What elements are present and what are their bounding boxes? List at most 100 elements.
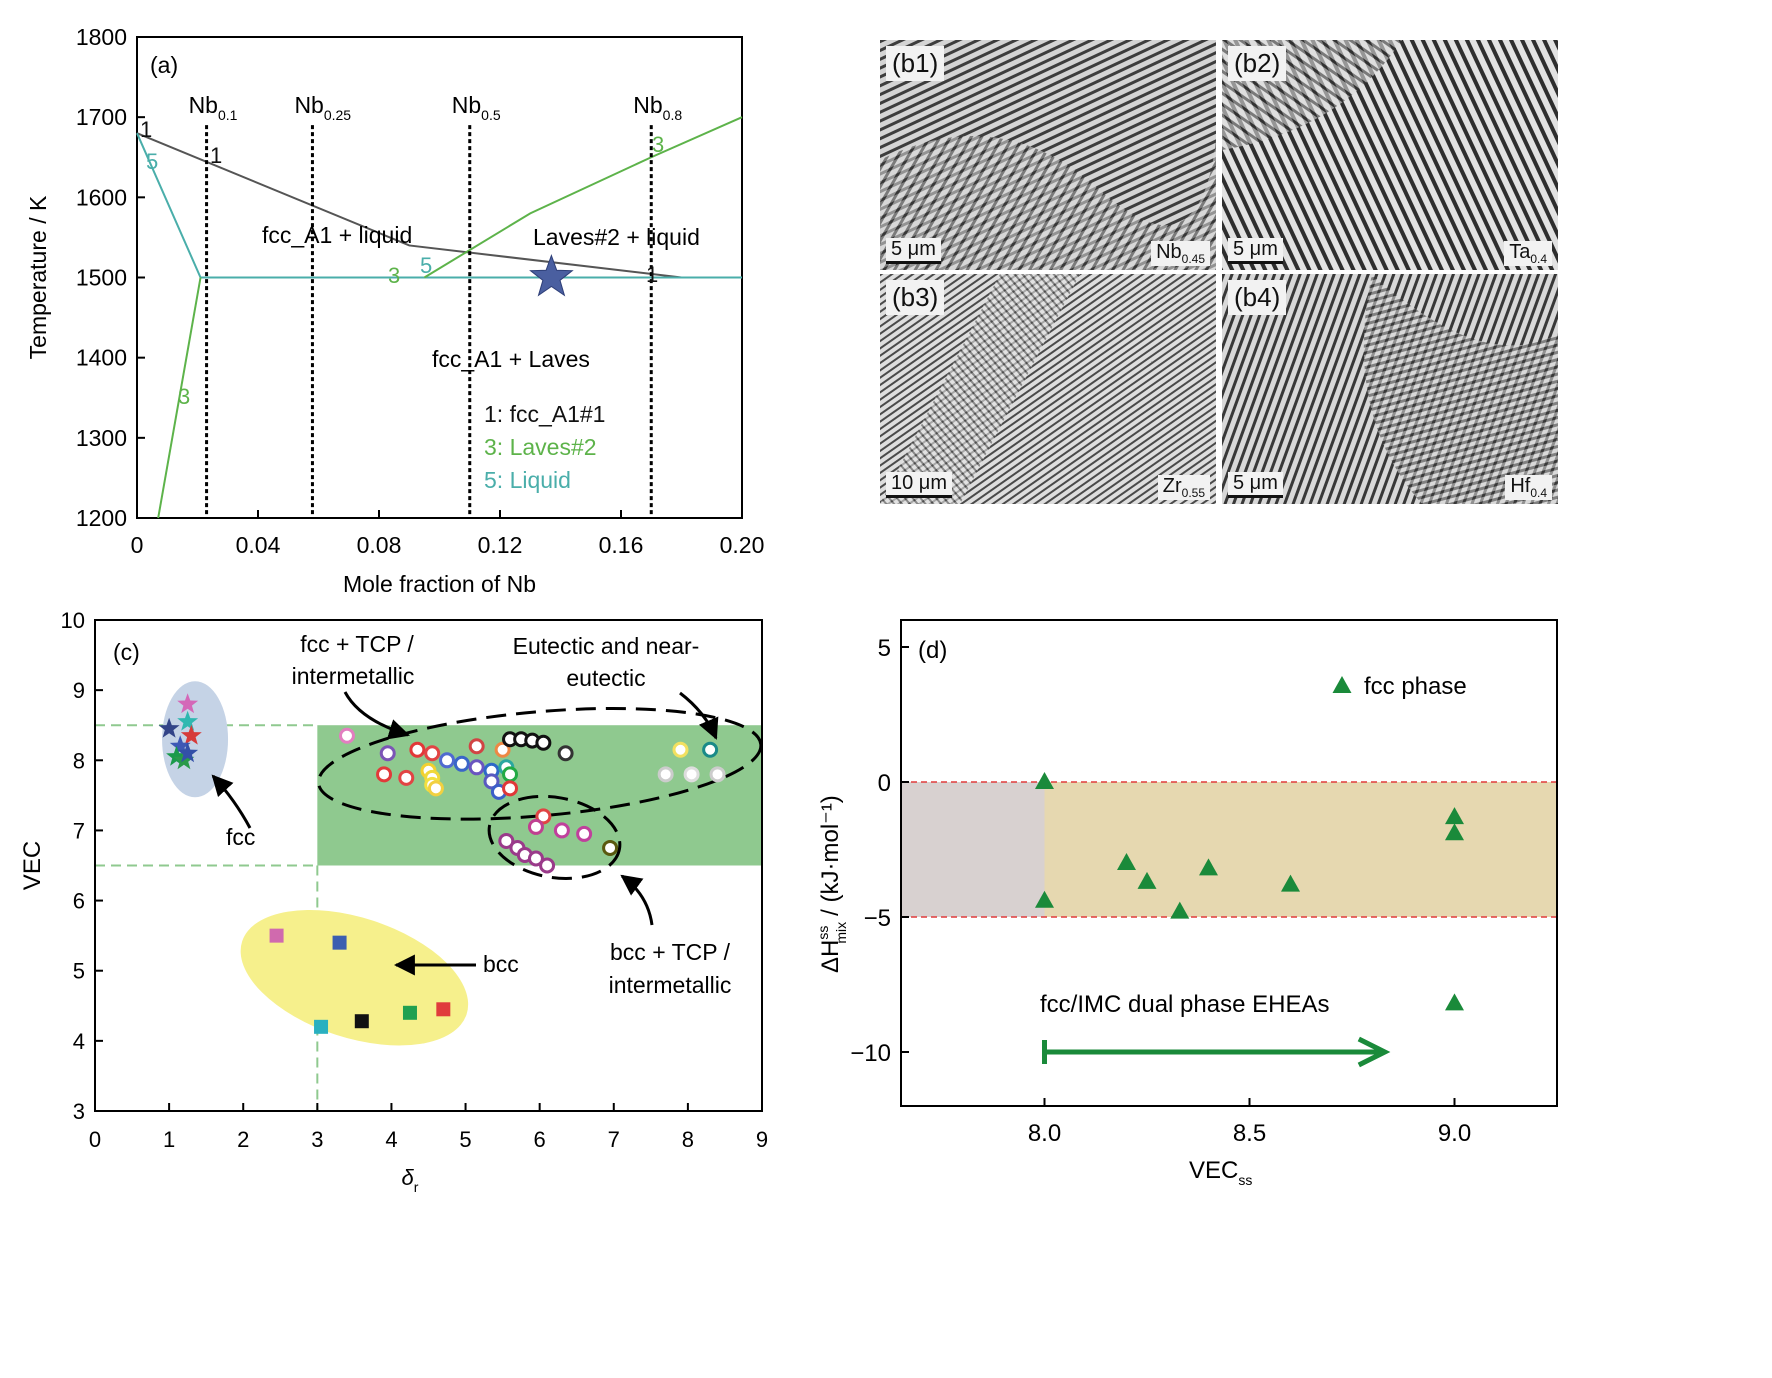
energy-band — [1044, 782, 1557, 917]
y-tick-label: 1400 — [76, 345, 127, 371]
fcc-tcp-cluster-outline — [316, 706, 763, 821]
fcc-star-marker — [158, 717, 180, 738]
panel-d-chart: 8.0 8.5 9.0 5 0 −5 −10 VECss ΔHss mix/ (kJ·mol⁻¹)… — [815, 619, 1558, 1188]
fcc-phase-triangle-marker — [1035, 772, 1054, 789]
curve-label: 1 — [646, 262, 658, 287]
annotation-eutectic: Eutectic and near- — [513, 633, 700, 659]
micrograph-b4: (b4) 5 μm Hf0.4 — [1222, 274, 1558, 504]
annotation-arrow — [679, 691, 719, 740]
x-tick-label: 1 — [163, 1127, 175, 1152]
y-tick-label: 10 — [61, 608, 85, 633]
y-tick-label: 1200 — [76, 505, 127, 531]
fcc-tcp-circle-marker — [424, 745, 441, 762]
x-tick-label: 5 — [459, 1127, 471, 1152]
annotation-bcc-tcp: intermetallic — [609, 972, 732, 998]
bcc-square-marker — [314, 1019, 329, 1034]
annotation-arrow — [211, 774, 252, 829]
legend-entry: 1: fcc_A1#1 — [484, 401, 605, 427]
annotation-fcc-tcp: intermetallic — [292, 663, 415, 689]
curve-label: 1 — [210, 143, 222, 168]
y-axis-label: Temperature / K — [25, 195, 51, 359]
annotation-bcc-tcp: bcc + TCP / — [610, 939, 731, 965]
curve-label: 3 — [178, 384, 190, 409]
bcc-square-marker — [332, 935, 347, 950]
x-tick-label: 4 — [385, 1127, 397, 1152]
panel-label: (c) — [113, 639, 140, 665]
y-tick-label: 1300 — [76, 425, 127, 451]
y-tick-label: 6 — [73, 889, 85, 914]
fcc-tcp-circle-marker — [379, 745, 396, 762]
plot-frame — [900, 619, 1558, 1107]
fcc-phase-triangle-marker — [1137, 871, 1157, 889]
fcc-star-marker — [180, 724, 202, 745]
bcc-square-marker — [436, 1002, 451, 1017]
fcc-star-marker — [169, 735, 191, 756]
x-tick-label: 8.5 — [1233, 1120, 1266, 1147]
y-tick-label: 9 — [73, 678, 85, 703]
annotation-fcc-tcp: fcc + TCP / — [300, 631, 414, 657]
legend-entry: 5: Liquid — [484, 467, 571, 493]
composition-label: Nb0.8 — [633, 92, 682, 123]
fcc-star-marker — [177, 693, 199, 714]
panel-b1-composition: Nb0.45 — [1151, 241, 1210, 266]
x-tick-label: 0 — [89, 1127, 101, 1152]
fcc-tcp-circle-marker — [483, 773, 500, 790]
fcc-phase-triangle-marker — [1445, 823, 1464, 841]
panel-a-chart: 0 0.04 0.08 0.12 0.16 0.20 1200 1300 1400 1500 160… — [25, 24, 764, 597]
y-tick-label: 0 — [878, 770, 891, 797]
region-label: fcc_A1 + Laves — [432, 346, 590, 372]
panel-b3-composition: Zr0.55 — [1157, 475, 1210, 500]
x-axis-label: δr — [402, 1165, 419, 1195]
micrograph-b1: (b1) 5 μm Nb0.45 — [880, 40, 1216, 270]
micrograph-b3: (b3) 10 μm Zr0.55 — [880, 274, 1216, 504]
phase-boundary-line — [157, 277, 202, 519]
composition-star-marker — [529, 254, 574, 297]
bcc-tcp-circle-marker — [576, 825, 593, 842]
y-tick-label: 8 — [73, 748, 85, 773]
x-tick-label: 7 — [608, 1127, 620, 1152]
annotation-fcc: fcc — [226, 824, 255, 850]
fcc-tcp-circle-marker — [683, 766, 700, 783]
fcc-phase-triangle-marker — [1281, 874, 1300, 892]
x-tick-label: 0.16 — [599, 532, 644, 558]
fcc-phase-triangle-marker — [1035, 890, 1054, 908]
region-label: Laves#2 + liquid — [533, 224, 700, 250]
x-axis-label: Mole fraction of Nb — [343, 571, 536, 597]
arrow-head — [1357, 1036, 1391, 1068]
fcc-tcp-circle-marker — [398, 769, 415, 786]
legend-entry: 3: Laves#2 — [484, 434, 597, 460]
curve-label: 1 — [140, 117, 152, 142]
curve-label: 5 — [146, 149, 158, 174]
arrow-label: fcc/IMC dual phase EHEAs — [1040, 991, 1329, 1018]
y-axis-label: VEC — [19, 841, 46, 890]
y-tick-label: 5 — [878, 635, 891, 662]
bcc-square-marker — [402, 1005, 417, 1020]
annotation-eutectic: eutectic — [566, 665, 645, 691]
x-tick-label: 9 — [756, 1127, 768, 1152]
composition-label: Nb0.1 — [189, 92, 238, 123]
curve-label: 5 — [420, 253, 432, 278]
region-label: fcc_A1 + liquid — [262, 222, 412, 248]
x-tick-label: 3 — [311, 1127, 323, 1152]
energy-band — [901, 782, 1045, 917]
panel-b4-composition: Hf0.4 — [1505, 475, 1552, 500]
fcc-tcp-circle-marker — [535, 734, 552, 751]
panel-b2-scalebar: 5 μm — [1228, 238, 1283, 264]
plot-frame — [94, 619, 763, 1112]
panel-b1-label: (b1) — [886, 46, 945, 81]
fcc-star-marker — [177, 742, 199, 763]
curve-label: 3 — [388, 263, 400, 288]
fcc-tcp-circle-marker — [338, 727, 355, 744]
fcc-tcp-circle-marker — [468, 759, 485, 776]
bcc-square-marker — [269, 928, 284, 943]
legend-entry: fcc phase — [1364, 673, 1467, 700]
fcc-tcp-circle-marker — [702, 741, 719, 758]
legend-triangle-marker — [1332, 676, 1352, 693]
x-tick-label: 0.08 — [357, 532, 402, 558]
fcc-phase-triangle-marker — [1445, 993, 1464, 1011]
panel-b2-label: (b2) — [1228, 46, 1287, 81]
panel-b1-scalebar: 5 μm — [886, 238, 941, 264]
x-tick-label: 0.04 — [236, 532, 281, 558]
fcc-tcp-circle-marker — [657, 766, 674, 783]
panel-b4-label: (b4) — [1228, 280, 1287, 315]
